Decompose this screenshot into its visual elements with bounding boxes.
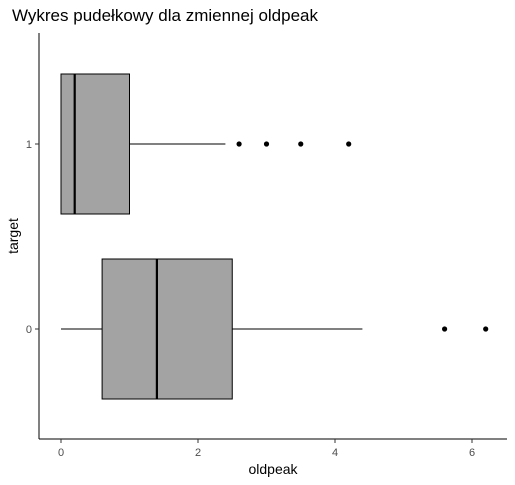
outlier-point-1-3 — [346, 141, 352, 147]
outlier-point-0-0 — [442, 326, 448, 332]
x-tick-label-2: 2 — [195, 447, 201, 459]
y-axis-title: target — [5, 218, 21, 254]
x-tick-label-6: 6 — [469, 447, 475, 459]
box-0 — [101, 258, 233, 400]
x-axis-title: oldpeak — [248, 461, 298, 477]
y-tick-label-1: 1 — [26, 139, 32, 151]
outlier-point-0-1 — [483, 326, 489, 332]
outlier-point-1-1 — [263, 141, 270, 147]
y-tick-label-0: 0 — [26, 324, 32, 336]
x-tick-label-0: 0 — [58, 447, 64, 459]
plot-area — [60, 73, 489, 400]
box-group-0 — [61, 258, 489, 400]
y-axis-ticks: 01 — [26, 139, 39, 336]
x-tick-label-4: 4 — [332, 447, 338, 459]
outlier-point-1-2 — [298, 141, 304, 147]
box-1 — [60, 73, 130, 215]
box-group-1 — [60, 73, 352, 215]
x-axis-ticks: 0 2 4 6 — [58, 439, 475, 459]
chart-title: Wykres pudełkowy dla zmiennej oldpeak — [12, 6, 318, 25]
outlier-point-1-0 — [236, 141, 242, 147]
